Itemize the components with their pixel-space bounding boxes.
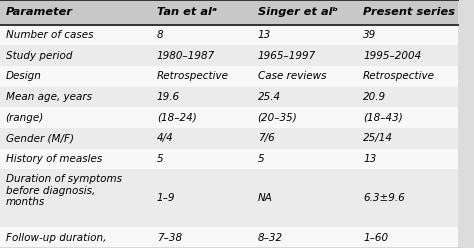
Text: 6.3±9.6: 6.3±9.6 <box>363 193 405 203</box>
Text: Gender (M/F): Gender (M/F) <box>6 133 73 143</box>
Text: 1–9: 1–9 <box>157 193 175 203</box>
Text: 1995–2004: 1995–2004 <box>363 51 421 61</box>
Text: Retrospective: Retrospective <box>363 71 435 81</box>
Bar <box>0 169 458 227</box>
Text: 8: 8 <box>157 30 164 40</box>
Bar <box>0 45 458 66</box>
Text: 25/14: 25/14 <box>363 133 393 143</box>
Text: Duration of symptoms
before diagnosis,
months: Duration of symptoms before diagnosis, m… <box>6 174 121 207</box>
Text: 5: 5 <box>258 154 264 164</box>
Text: Number of cases: Number of cases <box>6 30 93 40</box>
Bar <box>0 0 458 25</box>
Text: 13: 13 <box>363 154 376 164</box>
Text: NA: NA <box>258 193 273 203</box>
Text: 39: 39 <box>363 30 376 40</box>
Text: Present series: Present series <box>363 7 455 17</box>
Text: 8–32: 8–32 <box>258 233 283 243</box>
Bar <box>0 87 458 107</box>
Text: Mean age, years: Mean age, years <box>6 92 91 102</box>
Bar <box>0 66 458 87</box>
Bar <box>0 227 458 248</box>
Text: Follow-up duration,: Follow-up duration, <box>6 233 106 243</box>
Text: 19.6: 19.6 <box>157 92 180 102</box>
Text: 13: 13 <box>258 30 271 40</box>
Text: (18–24): (18–24) <box>157 113 197 123</box>
Bar <box>0 149 458 169</box>
Text: Parameter: Parameter <box>6 7 73 17</box>
Bar <box>0 107 458 128</box>
Text: History of measles: History of measles <box>6 154 102 164</box>
Text: Retrospective: Retrospective <box>157 71 229 81</box>
Text: 20.9: 20.9 <box>363 92 386 102</box>
Text: 1–60: 1–60 <box>363 233 388 243</box>
Text: 25.4: 25.4 <box>258 92 281 102</box>
Text: 4/4: 4/4 <box>157 133 173 143</box>
Text: Singer et alᵇ: Singer et alᵇ <box>258 7 337 17</box>
Text: (18–43): (18–43) <box>363 113 403 123</box>
Text: 7/6: 7/6 <box>258 133 274 143</box>
Text: Study period: Study period <box>6 51 72 61</box>
Text: (range): (range) <box>6 113 44 123</box>
Text: Design: Design <box>6 71 41 81</box>
Text: 7–38: 7–38 <box>157 233 182 243</box>
Bar <box>0 25 458 45</box>
Text: Tan et alᵃ: Tan et alᵃ <box>157 7 217 17</box>
Bar <box>0 128 458 149</box>
Text: (20–35): (20–35) <box>258 113 297 123</box>
Text: 1980–1987: 1980–1987 <box>157 51 215 61</box>
Text: 5: 5 <box>157 154 164 164</box>
Text: Case reviews: Case reviews <box>258 71 326 81</box>
Text: 1965–1997: 1965–1997 <box>258 51 316 61</box>
